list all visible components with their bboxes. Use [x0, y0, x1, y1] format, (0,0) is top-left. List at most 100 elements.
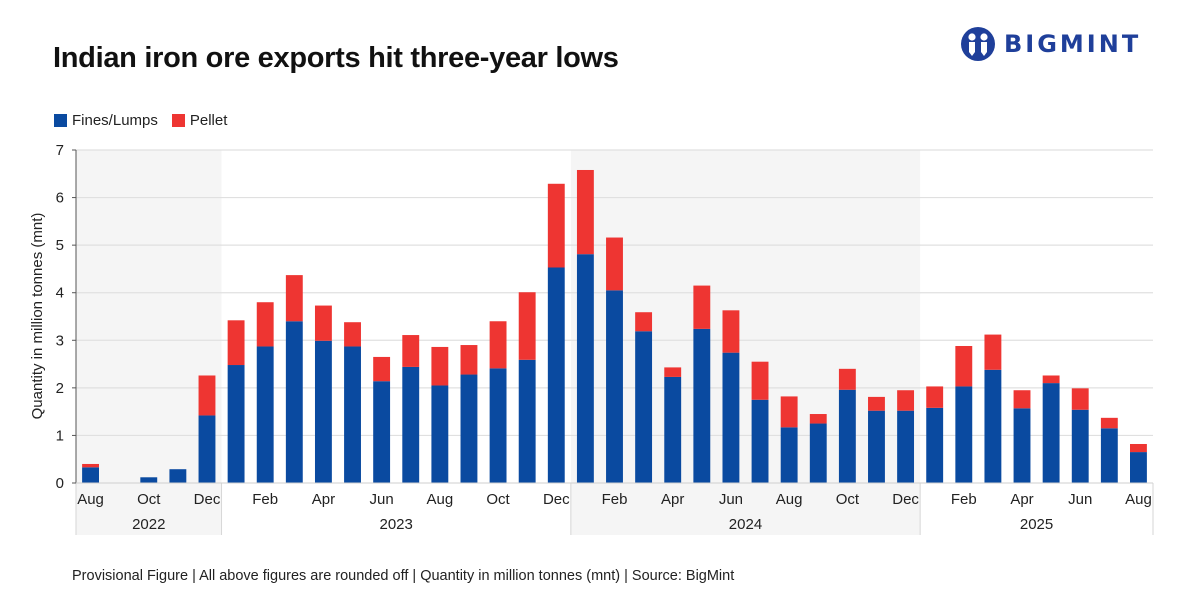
bar-pellet [402, 335, 420, 367]
bar-pellet [82, 463, 99, 468]
x-tick-label: Feb [951, 491, 977, 508]
y-tick-label: 3 [56, 332, 64, 349]
year-shading [76, 150, 921, 535]
bar-fines-lumps [547, 267, 565, 483]
bar-fines-lumps [227, 365, 245, 483]
legend-item-fines-lumps: Fines/Lumps [54, 112, 158, 129]
bigmint-logo: BIGMINT [960, 26, 1141, 62]
y-tick-label: 5 [56, 237, 64, 254]
bar-pellet [693, 285, 711, 329]
x-tick-label: Jun [370, 491, 394, 508]
bar-fines-lumps [1100, 428, 1118, 483]
stacked-bar-chart: 0 1 2 3 4 5 6 7 Aug Oct Dec Feb Apr Jun Aug Oct Dec Feb A… [29, 142, 1154, 535]
legend-item-pellet: Pellet [171, 112, 227, 129]
y-tick-labels: 0 1 2 3 4 5 6 7 [56, 142, 64, 492]
bar-fines-lumps [169, 469, 187, 483]
bar-pellet [955, 345, 973, 387]
x-tick-label: Aug [776, 491, 803, 508]
bar-fines-lumps [868, 410, 885, 483]
y-tick-label: 0 [56, 475, 64, 492]
bar-fines-lumps [402, 366, 420, 483]
bar-fines-lumps [780, 427, 798, 483]
bar-fines-lumps [256, 346, 274, 483]
bar-pellet [373, 356, 391, 382]
x-tick-label: Oct [137, 491, 161, 508]
bar-pellet [722, 310, 740, 353]
year-label-2024: 2024 [729, 516, 762, 533]
bar-fines-lumps [431, 385, 449, 483]
bar-pellet [664, 367, 682, 377]
bar-fines-lumps [838, 389, 856, 483]
bar-fines-lumps [1071, 409, 1089, 483]
logo-text: BIGMINT [1004, 30, 1142, 58]
bar-pellet [809, 414, 827, 424]
bar-pellet [868, 396, 885, 411]
x-tick-label: Oct [836, 491, 860, 508]
legend-label-fines-lumps: Fines/Lumps [72, 112, 158, 129]
bar-fines-lumps [82, 467, 99, 483]
year-labels: 2022 2023 2024 2025 [132, 516, 1053, 533]
bar-fines-lumps [518, 359, 536, 483]
y-tick-label: 7 [56, 142, 64, 159]
bar-pellet [460, 345, 478, 375]
bar-pellet [606, 237, 623, 291]
bar-pellet [314, 305, 332, 341]
x-tick-label: Apr [661, 491, 684, 508]
bar-fines-lumps [1130, 452, 1147, 483]
x-tick-label: Apr [1010, 491, 1033, 508]
x-tick-label: Dec [543, 491, 570, 508]
x-tick-label: Aug [77, 491, 104, 508]
bar-fines-lumps [693, 328, 711, 483]
year-label-2022: 2022 [132, 516, 165, 533]
bar-fines-lumps [955, 386, 973, 483]
bar-pellet [1013, 390, 1031, 409]
year-shade-2024 [570, 150, 921, 535]
x-tick-label: Jun [1068, 491, 1092, 508]
bar-pellet [751, 361, 769, 400]
x-tick-label: Jun [719, 491, 743, 508]
bar-pellet [1100, 417, 1118, 429]
y-tick-label: 6 [56, 190, 64, 207]
bar-fines-lumps [984, 369, 1002, 483]
x-tick-label: Oct [486, 491, 510, 508]
bar-pellet [518, 292, 536, 360]
footer-note: Provisional Figure | All above figures a… [72, 568, 735, 584]
bar-pellet [344, 322, 361, 347]
bar-fines-lumps [460, 374, 478, 483]
legend-swatch-pellet [171, 114, 185, 127]
y-tick-label: 2 [56, 380, 64, 397]
x-tick-label: Aug [426, 491, 453, 508]
bars [82, 169, 1147, 483]
year-shade-2022 [76, 150, 222, 535]
bar-pellet [635, 312, 653, 332]
bar-fines-lumps [140, 477, 158, 483]
bar-pellet [489, 321, 507, 369]
chart-title: Indian iron ore exports hit three-year l… [53, 42, 619, 74]
y-axis-label: Quantity in million tonnes (mnt) [29, 213, 46, 420]
x-tick-label: Feb [252, 491, 278, 508]
bar-fines-lumps [373, 381, 391, 483]
bar-pellet [1042, 375, 1060, 384]
legend-swatch-fines-lumps [54, 114, 67, 127]
bar-fines-lumps [576, 254, 594, 483]
legend: Fines/Lumps Pellet [54, 112, 241, 129]
bar-pellet [926, 386, 944, 408]
y-tick-label: 4 [56, 285, 64, 302]
bar-pellet [285, 275, 303, 322]
x-tick-label: Feb [602, 491, 628, 508]
bar-pellet [897, 390, 915, 411]
year-label-2025: 2025 [1020, 516, 1053, 533]
x-tick-label: Dec [194, 491, 221, 508]
bar-pellet [431, 346, 449, 386]
bar-fines-lumps [897, 410, 915, 483]
bar-pellet [198, 375, 216, 416]
bar-fines-lumps [722, 352, 740, 483]
bar-fines-lumps [344, 346, 361, 483]
bar-fines-lumps [1013, 408, 1031, 483]
axes [72, 149, 1154, 535]
bar-fines-lumps [285, 321, 303, 483]
bar-fines-lumps [314, 340, 332, 483]
x-tick-label: Apr [312, 491, 335, 508]
bar-fines-lumps [606, 290, 623, 483]
y-tick-label: 1 [56, 427, 64, 444]
